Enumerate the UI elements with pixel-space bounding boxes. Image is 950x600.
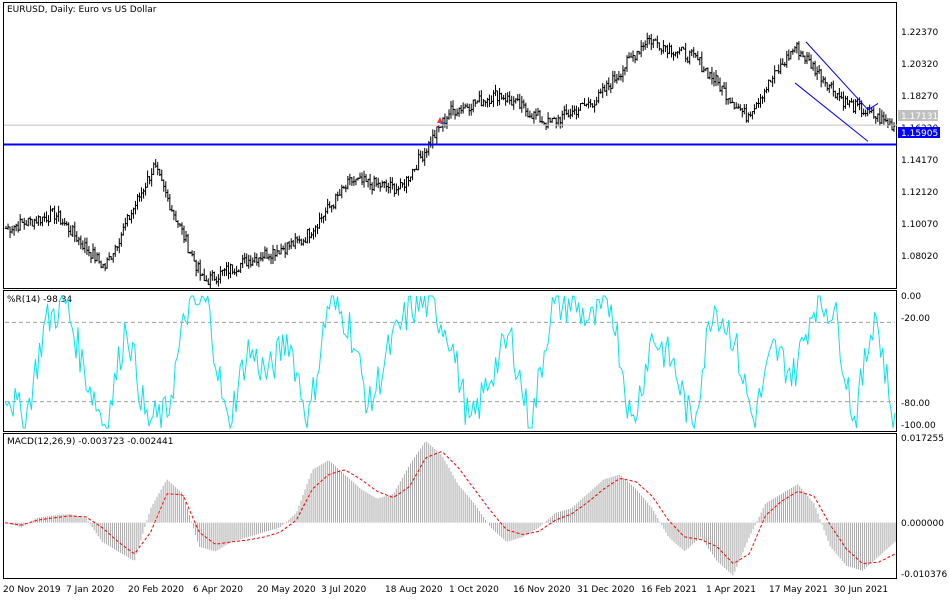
time-tick-label: 31 Dec 2020 [577,585,635,595]
time-tick-label: 1 Oct 2020 [449,585,499,595]
macd-axis: 0.017255 0.000000 -0.010376 [901,434,947,580]
price-axis: 1.22370 1.20320 1.18270 1.16220 1.14170 … [901,28,938,262]
price-tick-label: 1.08020 [901,252,938,262]
macd-signal-line [4,451,896,565]
price-tick-label: 1.22370 [901,28,938,38]
time-tick-label: 17 May 2021 [769,585,828,595]
time-tick-label: 20 Nov 2019 [3,585,61,595]
time-tick-label: 7 Jan 2020 [66,585,114,595]
wpr-tick-label: -20.00 [901,314,930,324]
price-tick-label: 1.10070 [901,220,938,230]
channel-upper-extension [867,103,879,111]
time-tick-label: 20 Feb 2020 [128,585,184,595]
wpr-line [4,294,896,430]
macd-tick-label: 0.017255 [901,434,944,444]
price-panel-frame [3,2,897,289]
time-tick-label: 16 Feb 2021 [641,585,697,595]
time-tick-label: 6 Apr 2020 [193,585,243,595]
time-tick-label: 1 Apr 2021 [706,585,756,595]
macd-tick-label: 0.000000 [901,519,944,529]
price-bars [4,32,896,289]
support-price-tag: 1.15905 [901,129,938,139]
current-price-tag: 1.17131 [901,112,938,122]
wpr-tick-label: -100.00 [901,421,936,431]
macd-title: MACD(12,26,9) -0.003723 -0.002441 [7,437,173,447]
wpr-tick-label: -80.00 [901,399,930,409]
price-overlays [4,41,897,146]
time-tick-label: 3 Jul 2020 [321,585,366,595]
price-tick-label: 1.18270 [901,92,938,102]
wpr-tick-label: 0.00 [901,292,921,302]
time-tick-label: 18 Aug 2020 [385,585,443,595]
macd-panel-frame [3,433,897,579]
wpr-plot [4,294,896,430]
trade-marker-icon [437,117,443,123]
trade-marker-icon [440,121,446,124]
price-tick-label: 1.20320 [901,60,938,70]
current-price-tag-bg [898,110,938,121]
channel-upper-line [805,41,869,111]
price-chart-title: EURUSD, Daily: Euro vs US Dollar [7,5,157,15]
wpr-title: %R(14) -98.34 [7,295,72,305]
price-bar [892,122,896,132]
channel-lower-line [794,82,869,142]
time-tick-label: 16 Nov 2020 [513,585,571,595]
wpr-panel-frame [3,290,897,432]
macd-tick-label: -0.010376 [901,570,947,580]
time-tick-label: 30 Jun 2021 [834,585,888,595]
price-tick-label: 1.12120 [901,188,938,198]
macd-plot [4,441,896,576]
price-tick-label: 1.14170 [901,156,938,166]
time-axis: 20 Nov 2019 7 Jan 2020 20 Feb 2020 6 Apr… [3,585,888,595]
time-tick-label: 20 May 2020 [257,585,316,595]
support-price-tag-bg [898,127,940,138]
wpr-axis: 0.00 -20.00 -80.00 -100.00 [901,292,936,431]
